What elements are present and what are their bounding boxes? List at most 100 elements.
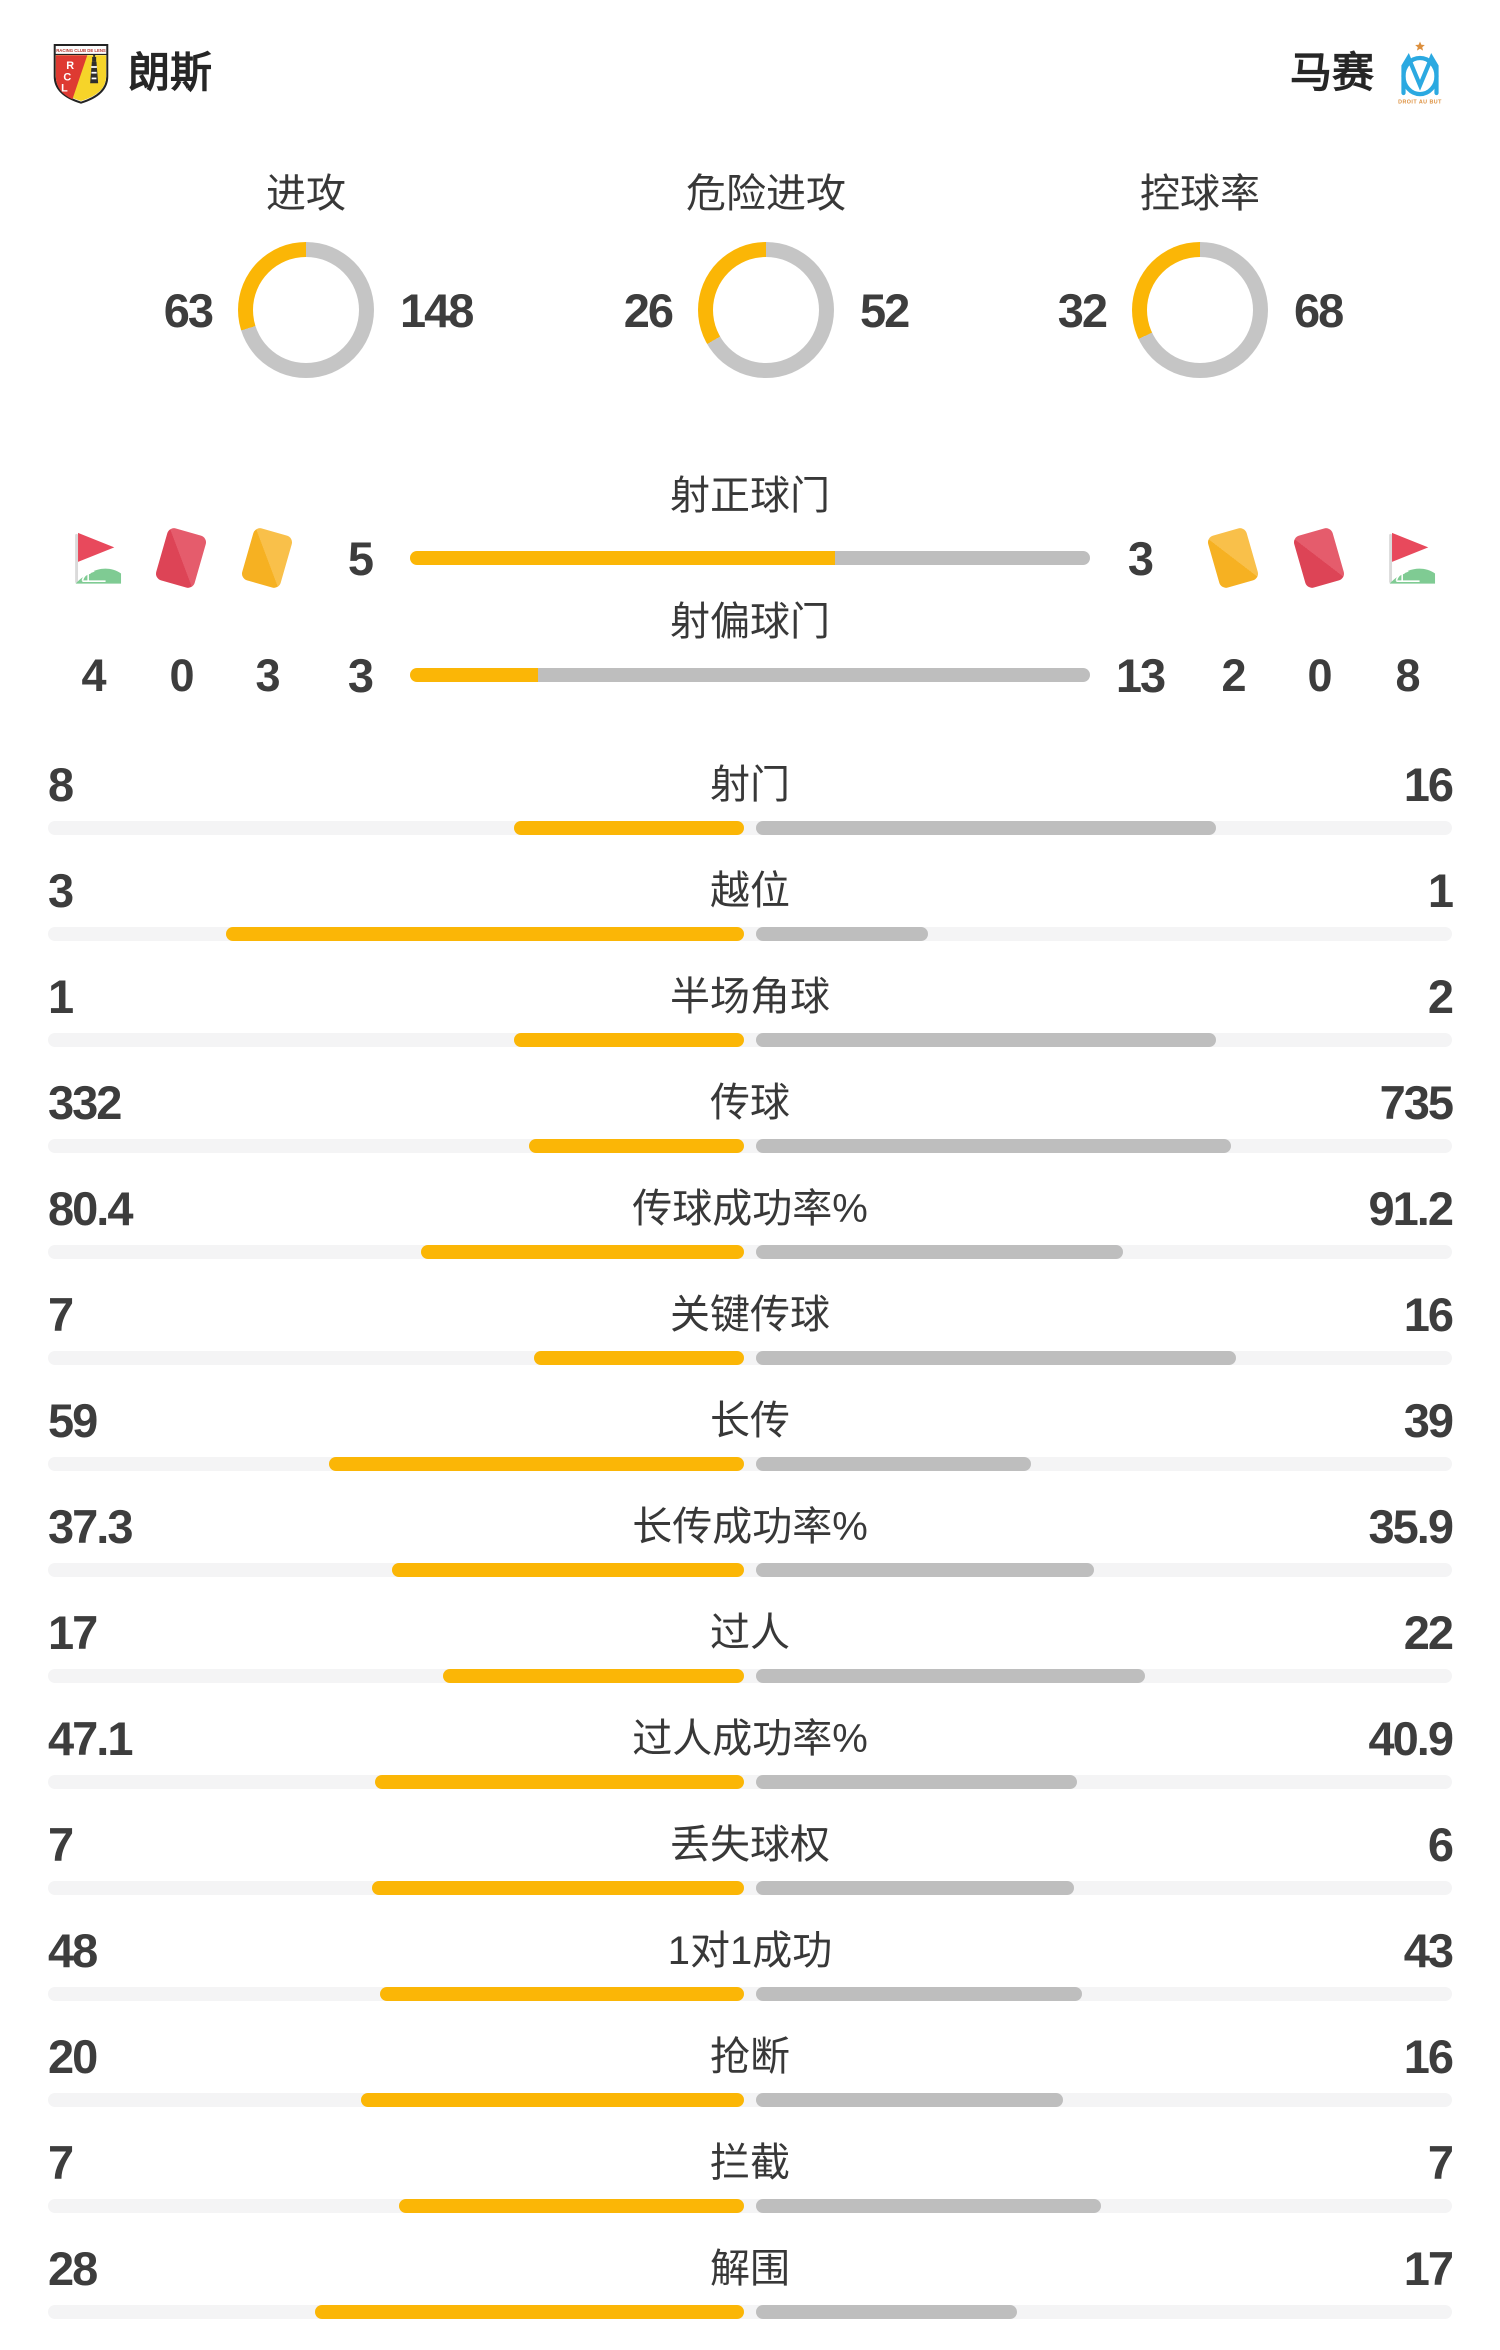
stat-label: 射门 xyxy=(710,763,790,807)
donut-chart xyxy=(1132,242,1268,378)
bar-home xyxy=(410,668,538,682)
stat-bar-away xyxy=(756,2093,1063,2107)
stat-label: 传球 xyxy=(710,1081,790,1125)
donut-label: 危险进攻 xyxy=(686,172,846,216)
stat-bar-home xyxy=(529,1139,744,1153)
stat-track xyxy=(48,1987,1452,2001)
shots-off-target-title: 射偏球门 xyxy=(670,600,830,644)
stat-away-value: 91.2 xyxy=(1368,1182,1454,1235)
corner-flag-icon xyxy=(1388,532,1436,585)
donut-group: 危险进攻 26 52 xyxy=(560,174,972,378)
bar-home xyxy=(410,551,835,565)
stat-away-value: 1 xyxy=(1427,864,1454,917)
stat-home-value: 17 xyxy=(48,1606,98,1659)
shots-off-target-away: 13 xyxy=(1115,648,1166,702)
om-motto-text: DROIT AU BUT xyxy=(1398,100,1442,106)
stat-away-value: 40.9 xyxy=(1368,1712,1454,1765)
donut-hole xyxy=(1147,257,1253,363)
away-team[interactable]: 马赛 DROIT AU BUT xyxy=(1290,40,1448,106)
stat-home-value: 1 xyxy=(48,970,74,1023)
shots-off-target-row: 4 0 3 3 13 2 0 8 xyxy=(0,648,1500,702)
donut-hole xyxy=(713,257,819,363)
stat-bar-away xyxy=(756,1033,1216,1047)
stat-bar-away xyxy=(756,1881,1074,1895)
home-team-name: 朗斯 xyxy=(128,49,213,96)
stat-row: 8 射门 16 xyxy=(0,750,1500,856)
stat-label: 过人成功率% xyxy=(632,1717,868,1761)
stat-away-value: 16 xyxy=(1403,758,1454,811)
stat-track xyxy=(48,821,1452,835)
stat-row: 17 过人 22 xyxy=(0,1598,1500,1704)
stat-row: 1 半场角球 2 xyxy=(0,962,1500,1068)
stat-label: 过人 xyxy=(710,1611,790,1655)
stat-away-value: 35.9 xyxy=(1368,1500,1454,1553)
stat-away-value: 16 xyxy=(1403,2030,1454,2083)
shots-section: 射正球门 5 3 射偏球门 4 0 3 3 13 2 xyxy=(0,476,1500,702)
away-corners-count: 8 xyxy=(1395,649,1420,701)
stat-track xyxy=(48,1457,1452,1471)
stat-home-value: 28 xyxy=(48,2242,98,2295)
stat-away-value: 7 xyxy=(1427,2136,1454,2189)
donut-away-value: 68 xyxy=(1294,283,1344,337)
stat-row: 47.1 过人成功率% 40.9 xyxy=(0,1704,1500,1810)
donut-away-value: 52 xyxy=(860,283,910,337)
stat-track xyxy=(48,2305,1452,2319)
marseille-logo-icon: DROIT AU BUT xyxy=(1398,41,1442,106)
stat-bar-home xyxy=(514,821,744,835)
stat-bar-home xyxy=(226,927,744,941)
stat-home-value: 47.1 xyxy=(48,1712,133,1765)
stat-track xyxy=(48,1563,1452,1577)
shots-on-target-row: 5 3 xyxy=(0,522,1500,594)
shots-on-target-home: 5 xyxy=(347,531,374,585)
stat-label: 长传成功率% xyxy=(632,1505,868,1549)
stat-track xyxy=(48,1669,1452,1683)
stat-away-value: 16 xyxy=(1403,1288,1454,1341)
stat-row: 7 丢失球权 6 xyxy=(0,1810,1500,1916)
away-team-name: 马赛 xyxy=(1289,49,1374,96)
corner-flag-icon xyxy=(74,532,122,585)
donut-group: 控球率 32 68 xyxy=(994,174,1406,378)
stat-away-value: 22 xyxy=(1403,1606,1454,1659)
stat-label: 半场角球 xyxy=(670,975,830,1019)
donut-home-value: 26 xyxy=(623,283,674,337)
stat-home-value: 3 xyxy=(48,864,74,917)
svg-text:L: L xyxy=(61,82,68,94)
stat-track xyxy=(48,1775,1452,1789)
stat-bar-away xyxy=(756,821,1216,835)
donut-chart xyxy=(238,242,374,378)
stat-row: 48 1对1成功 43 xyxy=(0,1916,1500,2022)
donut-section: 进攻 63 148 危险进攻 26 52 控球率 32 xyxy=(0,174,1500,424)
shots-on-target-bar xyxy=(410,551,1090,565)
stat-away-value: 735 xyxy=(1379,1076,1454,1129)
bar-away xyxy=(537,668,1090,682)
stat-home-value: 80.4 xyxy=(48,1182,133,1235)
stat-bar-home xyxy=(361,2093,744,2107)
stat-bar-away xyxy=(756,1563,1094,1577)
stat-home-value: 7 xyxy=(48,2136,74,2189)
stats-list: 8 射门 16 3 越位 1 1 半场角球 xyxy=(0,750,1500,2340)
donut-hole xyxy=(253,257,359,363)
stat-away-value: 39 xyxy=(1403,1394,1454,1447)
stat-bar-home xyxy=(380,1987,744,2001)
stat-row: 332 传球 735 xyxy=(0,1068,1500,1174)
stat-bar-home xyxy=(534,1351,744,1365)
shots-off-target-home: 3 xyxy=(347,648,374,702)
home-yellow-cards-count: 3 xyxy=(255,649,280,701)
stat-row: 20 抢断 16 xyxy=(0,2022,1500,2128)
donut-group: 进攻 63 148 xyxy=(100,174,512,378)
stat-row: 28 解围 17 xyxy=(0,2234,1500,2340)
header: RACING CLUB DE LENS R C L 朗斯 马赛 xyxy=(0,0,1500,106)
home-red-cards-count: 0 xyxy=(169,649,194,701)
stat-label: 拦截 xyxy=(710,2141,790,2185)
stat-track xyxy=(48,1881,1452,1895)
home-team[interactable]: RACING CLUB DE LENS R C L 朗斯 xyxy=(52,41,212,105)
stat-home-value: 20 xyxy=(48,2030,98,2083)
stat-label: 解围 xyxy=(710,2247,790,2291)
stat-row: 3 越位 1 xyxy=(0,856,1500,962)
stat-bar-home xyxy=(421,1245,744,1259)
stat-bar-home xyxy=(375,1775,744,1789)
stat-home-value: 7 xyxy=(48,1818,74,1871)
stat-label: 长传 xyxy=(710,1399,790,1443)
stat-bar-home xyxy=(315,2305,744,2319)
svg-text:R: R xyxy=(66,60,74,72)
